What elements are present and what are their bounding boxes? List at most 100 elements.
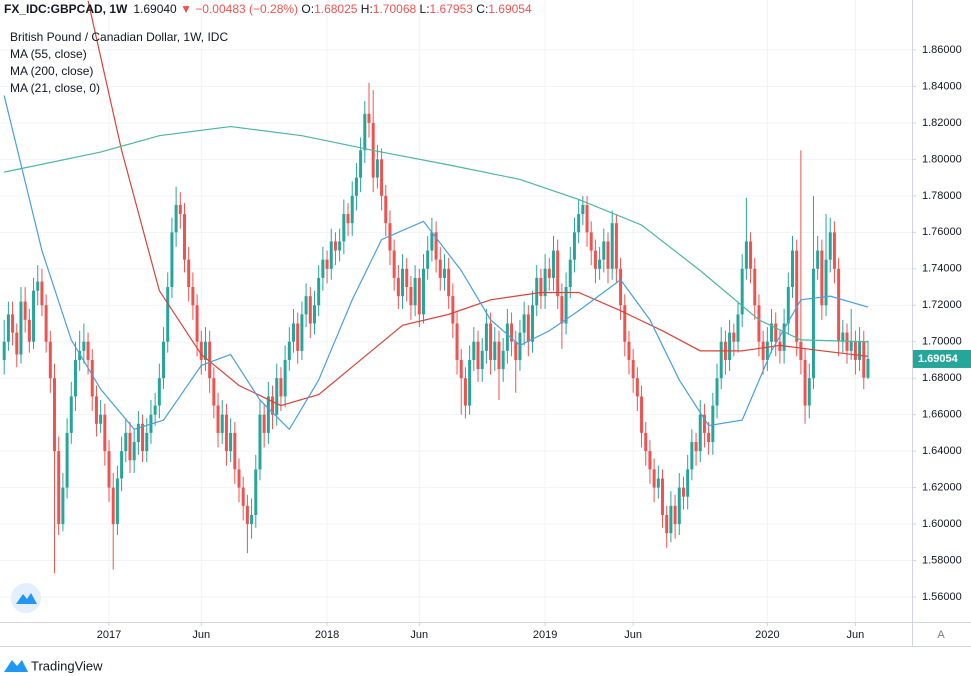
candle-body [782, 323, 786, 351]
candle-body [375, 159, 379, 178]
candle-body [681, 487, 685, 497]
candle-body [803, 359, 807, 406]
candle-body [203, 341, 207, 360]
candle-body [401, 268, 405, 297]
candle-body [673, 505, 677, 525]
candle-body [86, 341, 90, 360]
x-tick-label: 2017 [97, 629, 121, 641]
candle-body [560, 296, 564, 324]
candle-body [744, 241, 748, 269]
candle-body [321, 259, 325, 278]
candle-body [220, 414, 224, 433]
candle-body [606, 241, 610, 269]
candle-body [224, 414, 228, 452]
candle-body [728, 332, 732, 360]
last-price: 1.69040 [133, 2, 177, 16]
candle-body [32, 290, 36, 342]
candle-body [572, 232, 576, 260]
candle-body [702, 414, 706, 433]
price-change: ▼ −0.00483 (−0.28%) [180, 2, 298, 16]
candle-body [736, 314, 740, 342]
candle-body [53, 378, 57, 452]
candle-body [489, 323, 493, 360]
candle-body [229, 432, 233, 452]
last-price-label: 1.69054 [918, 353, 959, 365]
ohlc-value: 1.68025 [314, 2, 358, 16]
candle-body [577, 214, 581, 233]
candle-body [90, 359, 94, 397]
grid [0, 0, 912, 622]
candle-body [568, 259, 572, 288]
auto-scale-button[interactable] [932, 625, 950, 643]
candle-body [853, 341, 857, 360]
candle-body [774, 323, 778, 342]
candle-body [484, 323, 488, 351]
candle-body [665, 514, 669, 534]
candle-body [593, 250, 597, 269]
candle-body [661, 478, 665, 515]
candle-body [522, 314, 526, 333]
candle-body [36, 281, 40, 291]
candle-body [732, 332, 736, 342]
y-tick-label: 1.68000 [922, 372, 962, 384]
candle-body [644, 432, 648, 452]
candle-body [610, 223, 614, 269]
candle-body [250, 514, 254, 525]
candle-body [308, 296, 312, 324]
ohlc-label: L: [420, 2, 430, 16]
y-tick-label: 1.76000 [922, 226, 962, 238]
candle-body [283, 359, 287, 397]
candle-body [828, 232, 832, 260]
candle-body [505, 323, 509, 351]
candle-body [648, 451, 652, 470]
y-tick-label: 1.60000 [922, 518, 962, 530]
candle-body [455, 323, 459, 360]
header: FX_IDC:GBPCAD, 1W 1.69040 ▼ −0.00483 (−0… [4, 2, 532, 16]
x-tick-label: Jun [847, 629, 865, 641]
candle-body [141, 423, 145, 452]
candle-body [187, 259, 191, 288]
candle-body [820, 250, 824, 306]
candle-body [652, 469, 656, 488]
candle-body [539, 277, 543, 297]
y-tick-label: 1.64000 [922, 445, 962, 457]
candle-body [761, 341, 765, 360]
candle-body [656, 478, 660, 488]
candle-body [837, 268, 841, 342]
candle-body [740, 268, 744, 315]
y-tick-label: 1.66000 [922, 409, 962, 421]
y-tick-label: 1.82000 [922, 117, 962, 129]
y-tick-label: 1.56000 [922, 591, 962, 603]
candle-body [338, 241, 342, 251]
candle-body [15, 332, 19, 355]
candle-body [715, 378, 719, 406]
candle-body [237, 469, 241, 488]
candle-body [841, 332, 845, 342]
y-tick-label: 1.84000 [922, 80, 962, 92]
legend-entry: MA (21, close, 0) [10, 81, 100, 95]
candle-body [711, 405, 715, 443]
candle-body [57, 451, 61, 525]
candle-body [329, 241, 333, 269]
candle-body [551, 250, 555, 278]
candle-body [858, 341, 862, 360]
brand-name: TradingView [31, 658, 103, 673]
candle-body [48, 341, 52, 379]
candle-body [27, 319, 31, 342]
logo-badge[interactable] [11, 583, 41, 613]
candle-body [6, 314, 10, 342]
candle-body [862, 341, 866, 378]
candle-body [388, 223, 392, 251]
candle-body [304, 296, 308, 315]
candle-body [174, 204, 178, 233]
candle-body [271, 396, 275, 415]
auto-scale-label[interactable]: A [937, 629, 945, 641]
candle-body [463, 378, 467, 406]
candle-body [497, 341, 501, 370]
x-tick-label: 2019 [533, 629, 557, 641]
legend-title: British Pound / Canadian Dollar, 1W, IDC [10, 30, 228, 44]
candle-body [266, 396, 270, 433]
candle-body [350, 195, 354, 224]
ohlc-value: 1.67953 [430, 2, 474, 16]
